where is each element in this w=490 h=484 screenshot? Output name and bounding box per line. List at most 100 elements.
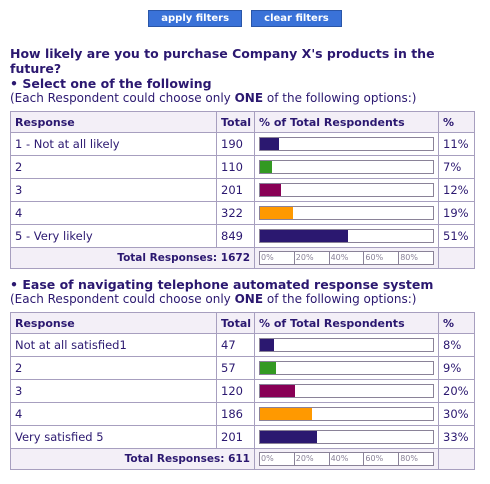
response-total: 110 bbox=[216, 155, 255, 179]
bar-cell bbox=[254, 132, 439, 156]
table-header-row: Response Total % of Total Respondents % bbox=[10, 111, 475, 133]
apply-filters-button[interactable]: apply filters bbox=[148, 10, 243, 27]
percent-bar-fill bbox=[260, 161, 273, 173]
table-row: 4 186 30% bbox=[10, 402, 475, 426]
table-row: 4 322 19% bbox=[10, 201, 475, 225]
scale-tick: 0% bbox=[260, 453, 295, 465]
scale-tick: 20% bbox=[295, 453, 330, 465]
percent-bar-fill bbox=[260, 138, 280, 150]
question-title: How likely are you to purchase Company X… bbox=[10, 46, 435, 76]
response-percent: 7% bbox=[438, 155, 475, 179]
filter-toolbar: apply filters clear filters bbox=[0, 10, 490, 29]
response-percent: 51% bbox=[438, 224, 475, 248]
percent-bar-fill bbox=[260, 431, 318, 443]
bar-cell bbox=[254, 402, 439, 426]
total-row: Total Responses: 1672 0% 20% 40% 60% 80% bbox=[10, 247, 475, 269]
header-pct: % bbox=[438, 312, 475, 334]
response-label: 2 bbox=[10, 356, 217, 380]
bar-cell bbox=[254, 224, 439, 248]
table-row: 2 110 7% bbox=[10, 155, 475, 179]
response-percent: 20% bbox=[438, 379, 475, 403]
results-table: Response Total % of Total Respondents % … bbox=[10, 111, 475, 269]
response-percent: 12% bbox=[438, 178, 475, 202]
percent-bar-track bbox=[259, 338, 434, 352]
response-label: 1 - Not at all likely bbox=[10, 132, 217, 156]
table-row: 3 120 20% bbox=[10, 379, 475, 403]
bar-cell bbox=[254, 333, 439, 357]
header-pct: % bbox=[438, 111, 475, 133]
scale-tick: 20% bbox=[295, 252, 330, 264]
response-percent: 11% bbox=[438, 132, 475, 156]
instruction-text: (Each Respondent could choose only bbox=[10, 292, 235, 306]
percent-bar-fill bbox=[260, 184, 281, 196]
question-instruction: (Each Respondent could choose only ONE o… bbox=[10, 91, 474, 106]
response-label: 5 - Very likely bbox=[10, 224, 217, 248]
response-label: Very satisfied 5 bbox=[10, 425, 217, 449]
percent-bar-track bbox=[259, 137, 434, 151]
response-label: 3 bbox=[10, 379, 217, 403]
response-total: 849 bbox=[216, 224, 255, 248]
table-header-row: Response Total % of Total Respondents % bbox=[10, 312, 475, 334]
percent-bar-fill bbox=[260, 362, 276, 374]
table-row: 1 - Not at all likely 190 11% bbox=[10, 132, 475, 156]
response-total: 190 bbox=[216, 132, 255, 156]
response-percent: 9% bbox=[438, 356, 475, 380]
question-2-block: • Ease of navigating telephone automated… bbox=[10, 277, 475, 470]
table-row: 3 201 12% bbox=[10, 178, 475, 202]
question-subtitle: • Ease of navigating telephone automated… bbox=[10, 277, 434, 292]
header-pct-of-total: % of Total Respondents bbox=[254, 111, 439, 133]
response-label: 4 bbox=[10, 201, 217, 225]
percent-bar-fill bbox=[260, 408, 312, 420]
response-total: 186 bbox=[216, 402, 255, 426]
scale-tick: 80% bbox=[400, 454, 418, 463]
percent-bar-fill bbox=[260, 385, 295, 397]
instruction-emphasis: ONE bbox=[234, 292, 264, 306]
header-total: Total bbox=[216, 111, 255, 133]
scale-tick: 40% bbox=[330, 252, 365, 264]
bar-cell bbox=[254, 155, 439, 179]
total-responses: Total Responses: 1672 bbox=[10, 247, 255, 269]
results-table: Response Total % of Total Respondents % … bbox=[10, 312, 475, 470]
scale-cell: 0% 20% 40% 60% 80% bbox=[254, 448, 439, 470]
response-total: 201 bbox=[216, 425, 255, 449]
percent-scale: 0% 20% 40% 60% 80% bbox=[259, 251, 434, 265]
bar-cell bbox=[254, 425, 439, 449]
bar-cell bbox=[254, 178, 439, 202]
percent-scale: 0% 20% 40% 60% 80% bbox=[259, 452, 434, 466]
table-row: Not at all satisfied1 47 8% bbox=[10, 333, 475, 357]
response-percent: 19% bbox=[438, 201, 475, 225]
header-total: Total bbox=[216, 312, 255, 334]
bar-cell bbox=[254, 201, 439, 225]
scale-tick: 0% bbox=[260, 252, 295, 264]
header-pct-of-total: % of Total Respondents bbox=[254, 312, 439, 334]
response-percent: 33% bbox=[438, 425, 475, 449]
scale-tick: 60% bbox=[364, 453, 400, 465]
total-responses: Total Responses: 611 bbox=[10, 448, 255, 470]
percent-bar-track bbox=[259, 160, 434, 174]
response-total: 322 bbox=[216, 201, 255, 225]
response-label: 3 bbox=[10, 178, 217, 202]
question-instruction: (Each Respondent could choose only ONE o… bbox=[10, 292, 474, 307]
response-label: Not at all satisfied1 bbox=[10, 333, 217, 357]
table-row: 2 57 9% bbox=[10, 356, 475, 380]
percent-bar-track bbox=[259, 430, 434, 444]
response-total: 120 bbox=[216, 379, 255, 403]
percent-bar-track bbox=[259, 229, 434, 243]
bar-cell bbox=[254, 379, 439, 403]
percent-bar-fill bbox=[260, 207, 293, 219]
clear-filters-button[interactable]: clear filters bbox=[251, 10, 342, 27]
response-total: 57 bbox=[216, 356, 255, 380]
empty-cell bbox=[438, 448, 475, 470]
header-response: Response bbox=[10, 111, 217, 133]
response-total: 47 bbox=[216, 333, 255, 357]
response-total: 201 bbox=[216, 178, 255, 202]
instruction-text: of the following options:) bbox=[263, 91, 417, 105]
scale-tick: 80% bbox=[400, 253, 418, 262]
response-label: 2 bbox=[10, 155, 217, 179]
scale-cell: 0% 20% 40% 60% 80% bbox=[254, 247, 439, 269]
percent-bar-track bbox=[259, 183, 434, 197]
percent-bar-fill bbox=[260, 339, 274, 351]
response-percent: 30% bbox=[438, 402, 475, 426]
empty-cell bbox=[438, 247, 475, 269]
question-1-block: How likely are you to purchase Company X… bbox=[10, 46, 475, 269]
